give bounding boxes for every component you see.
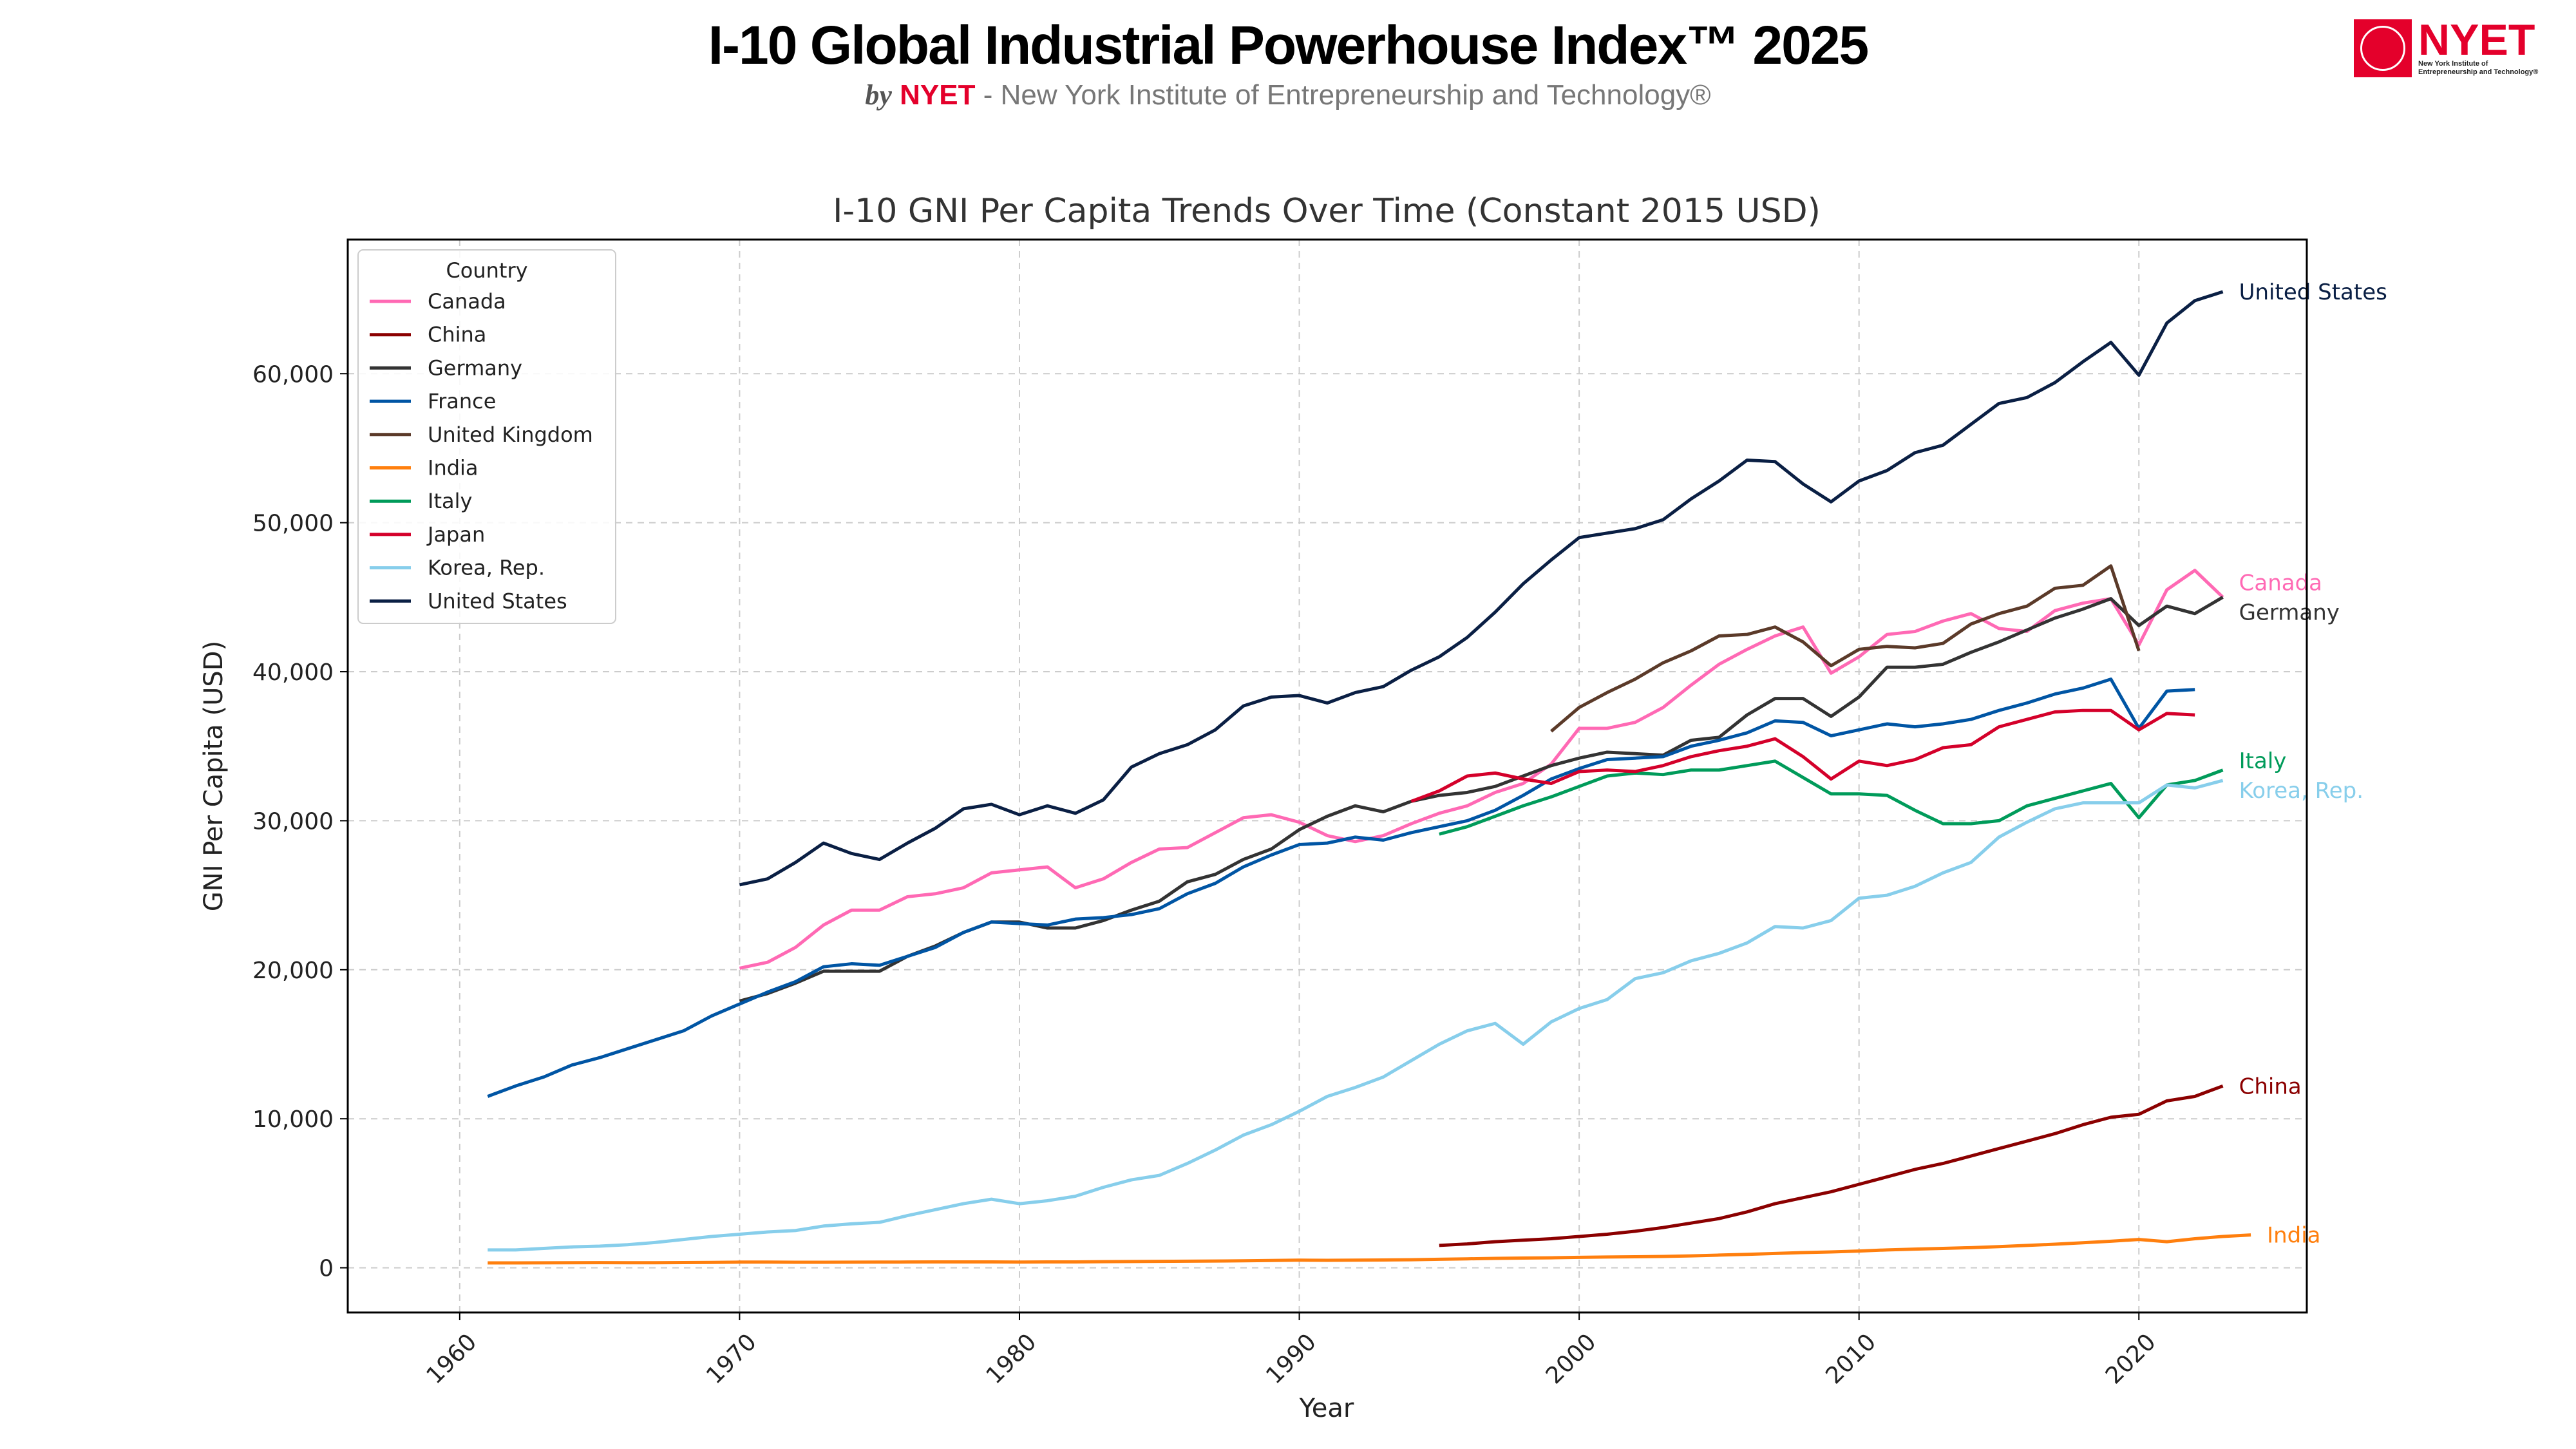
plot-frame [346,238,2308,1314]
legend-label: United States [428,589,567,613]
y-tick-label: 60,000 [252,361,334,388]
end-label: India [2267,1223,2320,1249]
series-line-france [487,677,2195,1098]
y-tick-label: 50,000 [252,511,334,537]
series-line-italy [1439,759,2224,836]
report-subtitle: by NYET - New York Institute of Entrepre… [0,79,2576,111]
logo-line1: New York Institute of [2418,60,2488,68]
series-line-canada [739,569,2224,970]
x-tick-label: 2010 [1821,1329,1881,1389]
legend-label: China [428,323,486,347]
logo-wordmark: NYET [2418,15,2535,64]
legend-label: United Kingdom [428,422,593,447]
legend-label: Germany [428,355,522,380]
legend-label: Canada [428,289,506,314]
by-label: by [865,79,892,111]
y-tick-label: 20,000 [252,958,334,984]
end-label: Germany [2239,600,2340,625]
y-tick-label: 30,000 [252,808,334,835]
logo-line2: Entrepreneurship and Technology® [2418,68,2539,76]
legend-label: Japan [426,522,485,547]
legend-label: Italy [428,489,472,513]
chart-title: I-10 GNI Per Capita Trends Over Time (Co… [833,192,1821,231]
end-label: China [2239,1074,2302,1099]
legend-label: India [428,456,478,480]
series-line-united-kingdom [1550,564,2141,733]
end-label: United States [2239,279,2387,305]
y-tick-label: 40,000 [252,659,334,686]
seal-icon [2354,19,2412,77]
brand-name: NYET [900,79,976,111]
x-tick-label: 1990 [1261,1329,1321,1389]
report-title: I-10 Global Industrial Powerhouse Index™… [708,15,1870,75]
x-tick-label: 1960 [422,1329,482,1389]
series-line-korea-rep- [488,779,2224,1252]
x-tick-label: 2000 [1541,1329,1602,1389]
x-tick-label: 2020 [2101,1329,2161,1389]
y-tick-label: 0 [319,1256,334,1282]
legend-label: France [428,389,496,413]
institute-name: - New York Institute of Entrepreneurship… [975,79,1711,111]
end-label: Italy [2239,748,2287,774]
series-line-china [1439,1084,2224,1247]
y-axis-label: GNI Per Capita (USD) [199,641,229,911]
series-line-india [488,1233,2251,1265]
x-tick-label: 1970 [701,1329,762,1389]
nyet-logo: NYET New York Institute of Entrepreneurs… [2354,15,2539,77]
legend-label: Korea, Rep. [428,556,545,580]
end-label: Canada [2239,570,2322,596]
legend-box [357,249,616,624]
x-axis-label: Year [1299,1394,1354,1423]
legend-title: Country [446,258,527,283]
end-label: Korea, Rep. [2239,778,2363,804]
y-tick-label: 10,000 [252,1106,334,1133]
series-line-japan [1410,708,2195,803]
x-tick-label: 1980 [981,1329,1042,1389]
series-line-united-states [739,290,2224,887]
